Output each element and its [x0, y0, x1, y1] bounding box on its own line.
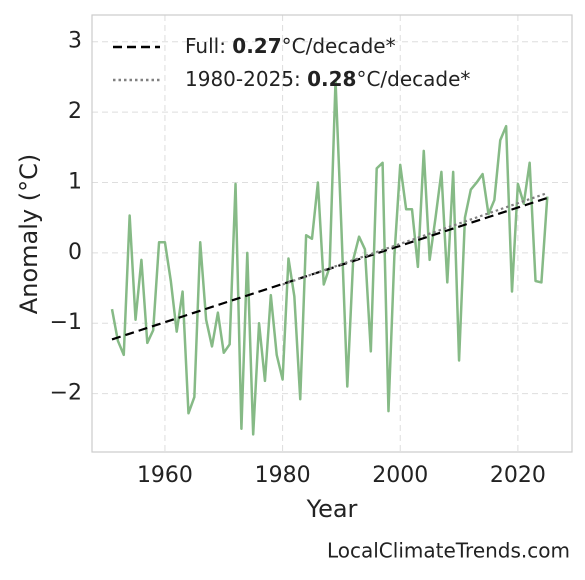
legend-text: °C/decade* — [282, 34, 396, 58]
series-line — [110, 79, 549, 436]
y-tick-label: −1 — [50, 310, 82, 335]
y-tick-label: 2 — [68, 99, 82, 124]
y-tick-label: 0 — [68, 240, 82, 265]
y-tick-label: 3 — [68, 29, 82, 54]
source: LocalClimateTrends.com — [327, 539, 570, 563]
legend-text: 0.28 — [307, 67, 356, 91]
x-tick-label: 1980 — [255, 463, 311, 488]
legend-label: Full: 0.27°C/decade* — [185, 34, 396, 58]
x-tick-label: 2020 — [490, 463, 546, 488]
legend-label: 1980-2025: 0.28°C/decade* — [185, 67, 470, 91]
x-tick-label: 2000 — [372, 463, 428, 488]
y-tick-label: −2 — [50, 381, 82, 406]
legend-text: 0.27 — [232, 34, 281, 58]
legend-text: 1980-2025: — [185, 67, 307, 91]
x-axis-label: Year — [306, 495, 358, 523]
legend-text: °C/decade* — [356, 67, 470, 91]
y-axis-label: Anomaly (°C) — [15, 154, 43, 314]
plot-frame — [91, 14, 573, 453]
y-tick-label: 1 — [68, 169, 82, 194]
legend-text: Full: — [185, 34, 232, 58]
x-tick-label: 1960 — [137, 463, 193, 488]
series-line — [282, 191, 548, 286]
